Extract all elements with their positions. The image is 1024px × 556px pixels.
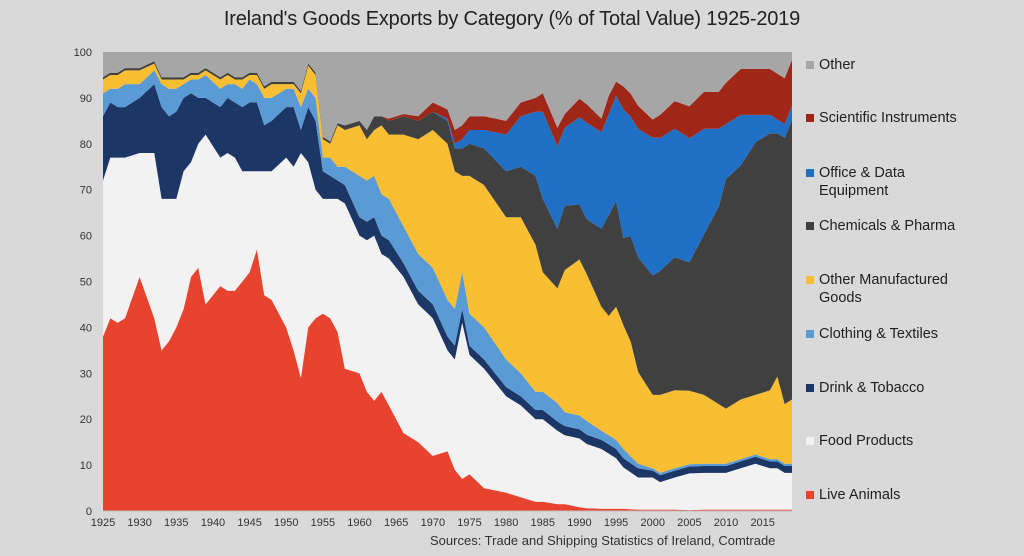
x-tick-label: 1925: [91, 517, 115, 529]
legend-swatch: [806, 491, 814, 499]
legend-label: Other: [819, 57, 856, 73]
x-axis-ticks: 1925 1930 1935 1940 1945 1950 1955 1960 1965 1970…: [91, 517, 775, 529]
x-tick-label: 1995: [604, 517, 628, 529]
legend-item-food-products: Food Products: [806, 432, 913, 450]
area-chemicals-and-pharma: [103, 61, 792, 409]
legend-swatch: [806, 437, 814, 445]
area-clothing-and-textiles: [103, 70, 792, 476]
area-live-animals: [103, 249, 792, 511]
x-tick-label: 1935: [164, 517, 188, 529]
x-tick-label: 2015: [750, 517, 774, 529]
legend-label: Other Manufactured Goods: [819, 272, 948, 306]
x-tick-label: 1955: [311, 517, 335, 529]
x-tick-label: 2010: [714, 517, 738, 529]
y-tick-label: 50: [80, 277, 92, 289]
legend-item-scientific-instruments: Scientific Instruments: [806, 109, 957, 127]
legend-swatch: [806, 276, 814, 284]
x-tick-label: 2005: [677, 517, 701, 529]
x-tick-label: 1990: [567, 517, 591, 529]
x-tick-label: 2000: [640, 517, 664, 529]
y-tick-label: 80: [80, 139, 92, 151]
area-office-and-data-equipment: [103, 61, 792, 276]
y-tick-label: 30: [80, 368, 92, 380]
legend-swatch: [806, 384, 814, 392]
legend-item-clothing-and-textiles: Clothing & Textiles: [806, 325, 938, 343]
area-drink-and-tobacco: [103, 84, 792, 483]
x-tick-label: 1930: [127, 517, 151, 529]
y-tick-label: 10: [80, 460, 92, 472]
area-layers: [103, 52, 792, 511]
y-tick-label: 0: [86, 506, 92, 518]
legend-label: Office & Data Equipment: [819, 165, 905, 199]
x-tick-label: 1940: [201, 517, 225, 529]
y-tick-label: 60: [80, 231, 92, 243]
legend-label: Chemicals & Pharma: [819, 218, 956, 234]
x-tick-label: 1975: [457, 517, 481, 529]
area-other-manufactured-goods: [103, 63, 792, 473]
legend-item-drink-and-tobacco: Drink & Tobacco: [806, 379, 924, 397]
y-tick-label: 40: [80, 322, 92, 334]
area-food-products: [103, 134, 792, 511]
legend-swatch: [806, 114, 814, 122]
legend-item-other: Other: [806, 56, 855, 74]
y-tick-label: 70: [80, 185, 92, 197]
x-tick-label: 1945: [237, 517, 261, 529]
legend-label: Food Products: [819, 433, 914, 449]
legend-label: Scientific Instruments: [819, 110, 957, 126]
legend-label: Live Animals: [819, 487, 901, 503]
x-tick-label: 1985: [531, 517, 555, 529]
legend-swatch: [806, 169, 814, 177]
x-tick-label: 1965: [384, 517, 408, 529]
legend-item-live-animals: Live Animals: [806, 486, 900, 504]
x-tick-label: 1980: [494, 517, 518, 529]
x-tick-label: 1970: [421, 517, 445, 529]
legend-label: Clothing & Textiles: [819, 326, 939, 342]
legend-swatch: [806, 61, 814, 69]
legend-item-other-manufactured-goods: Other Manufactured Goods: [806, 271, 969, 307]
y-tick-label: 100: [74, 47, 92, 59]
source-note: Sources: Trade and Shipping Statistics o…: [430, 533, 776, 548]
area-other: [103, 52, 792, 142]
x-tick-label: 1960: [347, 517, 371, 529]
legend-label: Drink & Tobacco: [819, 380, 925, 396]
legend-swatch: [806, 222, 814, 230]
legend-item-chemicals-and-pharma: Chemicals & Pharma: [806, 217, 955, 235]
legend-item-office-and-data-equipment: Office & Data Equipment: [806, 164, 969, 200]
chart-title: Ireland's Goods Exports by Category (% o…: [223, 8, 801, 30]
legend-swatch: [806, 330, 814, 338]
y-tick-label: 90: [80, 93, 92, 105]
y-axis-ticks: 0 10 20 30 40 50 60 70 80 90 100: [74, 47, 92, 518]
x-tick-label: 1950: [274, 517, 298, 529]
y-tick-label: 20: [80, 414, 92, 426]
